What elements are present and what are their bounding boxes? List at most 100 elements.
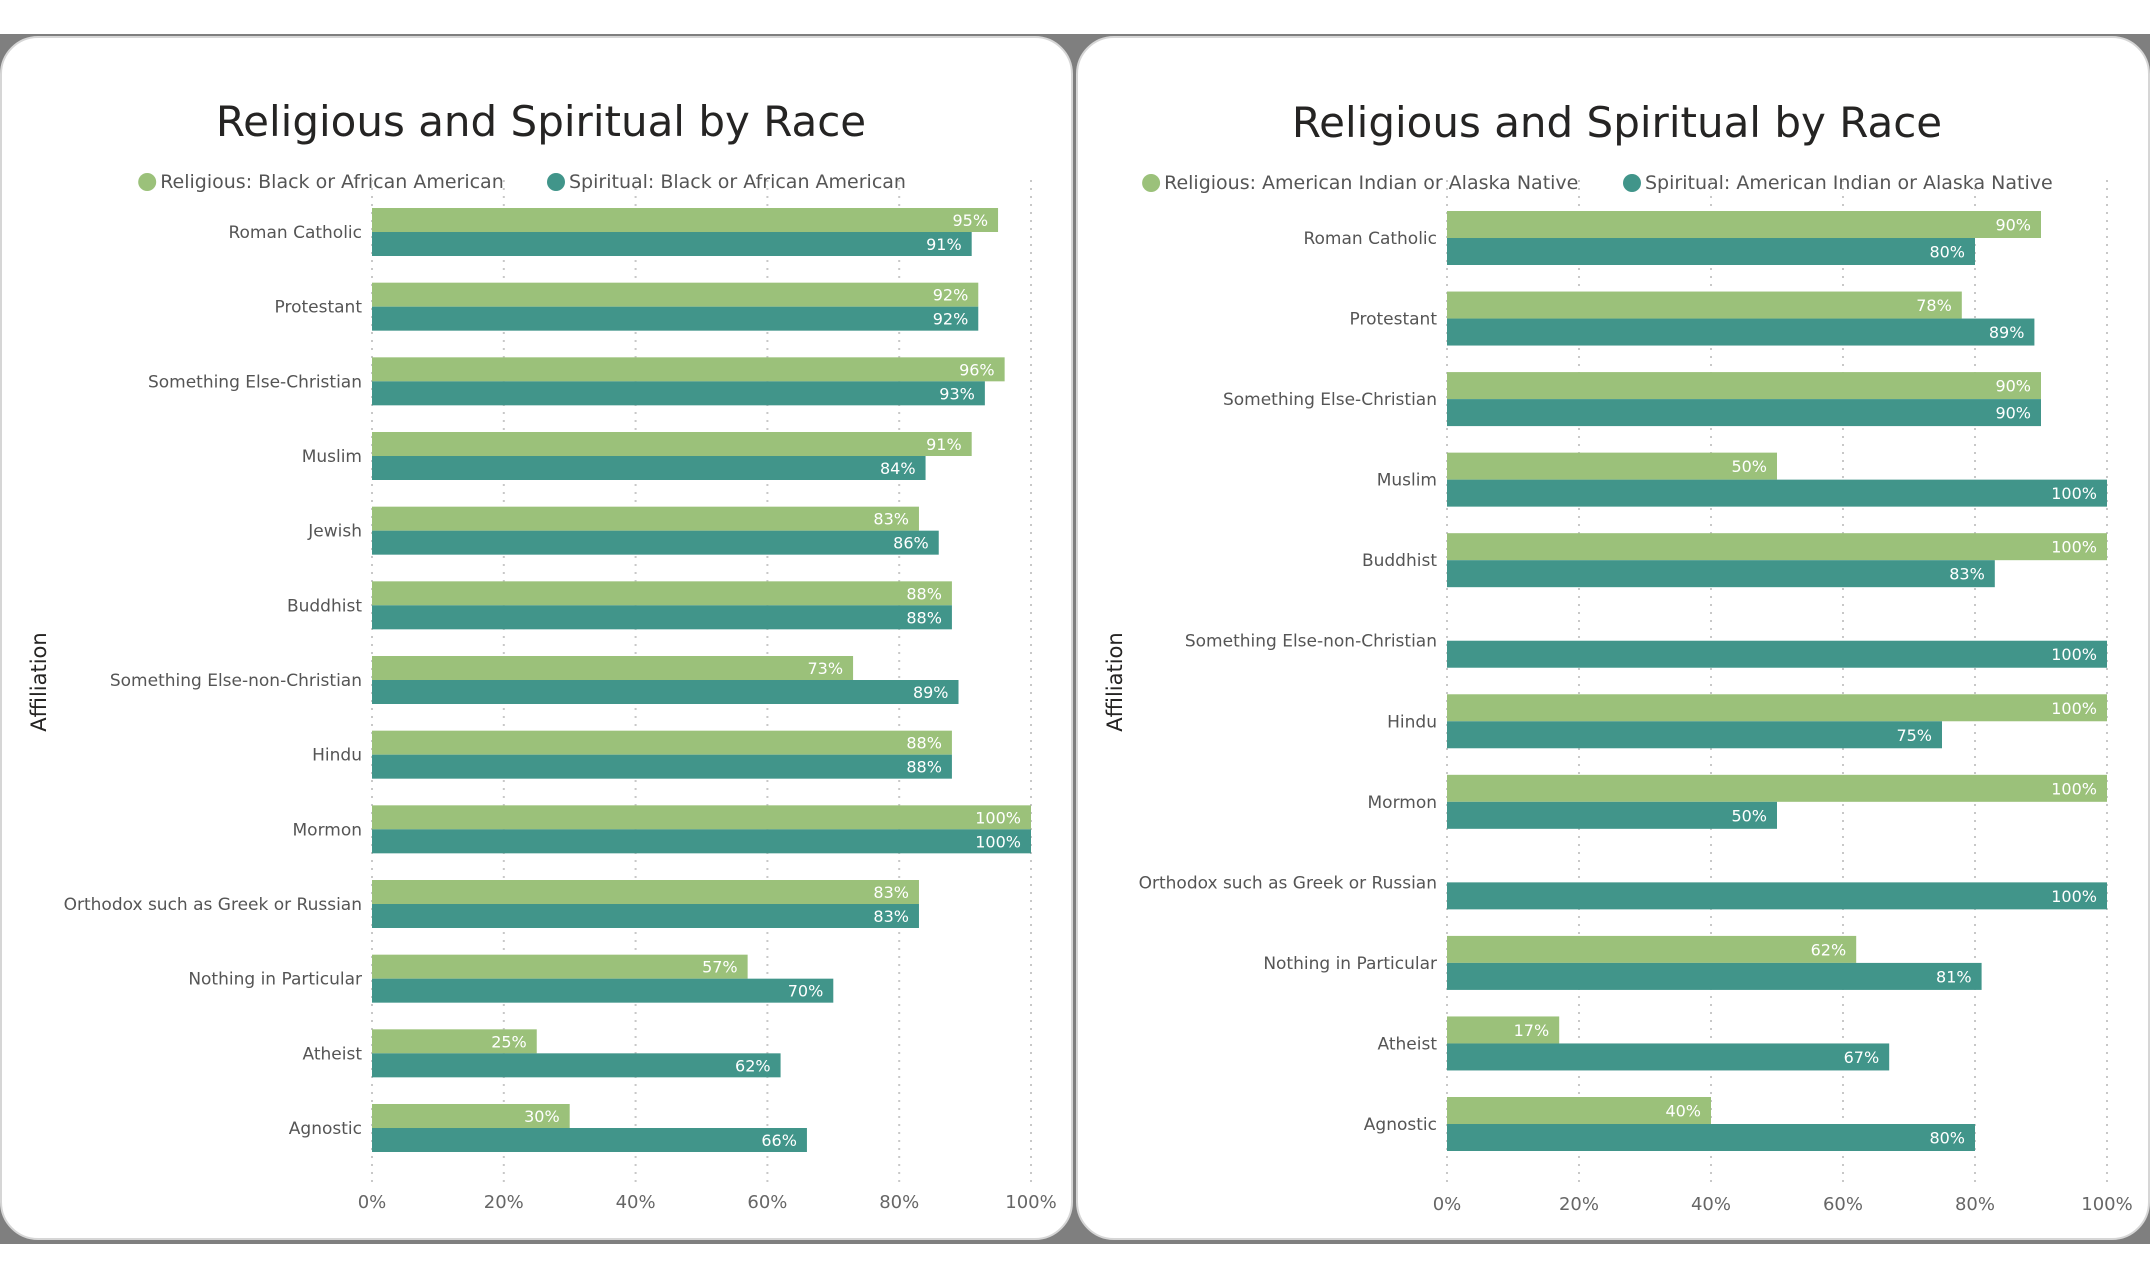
data-label-religious: 88% bbox=[906, 734, 942, 753]
bar-spiritual bbox=[1447, 882, 2107, 910]
legend-marker-spiritual bbox=[547, 173, 565, 191]
bar-religious bbox=[1447, 774, 2107, 802]
bar-spiritual bbox=[372, 1053, 781, 1078]
category-label: Orthodox such as Greek or Russian bbox=[64, 895, 362, 915]
category-label: Something Else-Christian bbox=[1223, 390, 1437, 410]
bar-religious bbox=[372, 656, 854, 680]
bar-spiritual bbox=[1447, 962, 1982, 990]
data-label-religious: 25% bbox=[491, 1032, 527, 1051]
bar-religious bbox=[1447, 291, 1962, 319]
data-label-spiritual: 80% bbox=[1929, 1129, 1965, 1148]
category-label: Roman Catholic bbox=[228, 223, 362, 243]
category-label: Atheist bbox=[1378, 1034, 1438, 1054]
category-label: Buddhist bbox=[1362, 551, 1437, 571]
legend-marker-religious bbox=[138, 173, 157, 191]
bar-spiritual bbox=[372, 829, 1031, 854]
bar-religious bbox=[372, 208, 999, 232]
chart-title: Religious and Spiritual by Race bbox=[1292, 98, 1942, 147]
bar-religious bbox=[372, 282, 979, 307]
data-label-religious: 62% bbox=[1811, 940, 1847, 959]
bar-religious bbox=[1447, 1016, 1560, 1044]
data-label-religious: 83% bbox=[873, 510, 909, 529]
category-label: Orthodox such as Greek or Russian bbox=[1139, 873, 1437, 893]
legend-label-spiritual: Spiritual: American Indian or Alaska Nat… bbox=[1645, 172, 2053, 194]
bar-spiritual bbox=[372, 306, 979, 331]
data-label-spiritual: 86% bbox=[893, 534, 929, 553]
category-label: Hindu bbox=[312, 746, 362, 766]
bar-religious bbox=[372, 880, 919, 904]
data-label-spiritual: 90% bbox=[1995, 404, 2031, 423]
chart-panel-left[interactable]: Religious and Spiritual by Race Religious… bbox=[0, 36, 1073, 1240]
data-label-spiritual: 89% bbox=[913, 683, 949, 702]
data-label-spiritual: 88% bbox=[906, 758, 942, 777]
bar-religious bbox=[372, 581, 952, 606]
data-label-spiritual: 80% bbox=[1929, 243, 1965, 262]
x-tick-label: 100% bbox=[2081, 1194, 2132, 1215]
category-label: Nothing in Particular bbox=[188, 970, 362, 990]
bar-religious bbox=[372, 954, 748, 979]
bar-spiritual bbox=[1447, 399, 2041, 427]
data-label-spiritual: 100% bbox=[2051, 645, 2097, 664]
bar-chart-right: Religious and Spiritual by Race Religious… bbox=[1103, 98, 2133, 1215]
bar-religious bbox=[1447, 452, 1777, 480]
data-label-spiritual: 50% bbox=[1731, 806, 1767, 825]
bar-religious bbox=[372, 506, 919, 531]
legend-label-religious: Religious: Black or African American bbox=[160, 171, 504, 193]
category-label: Roman Catholic bbox=[1303, 229, 1437, 249]
data-label-spiritual: 100% bbox=[2051, 484, 2097, 503]
category-label: Something Else-Christian bbox=[148, 372, 362, 392]
data-label-religious: 50% bbox=[1731, 457, 1767, 476]
bar-religious bbox=[1447, 694, 2107, 722]
data-label-spiritual: 100% bbox=[975, 832, 1021, 851]
chart-panel-right[interactable]: Religious and Spiritual by Race Religious… bbox=[1076, 36, 2150, 1240]
legend: Religious: Black or African American Spir… bbox=[138, 171, 906, 193]
bar-religious bbox=[1447, 372, 2041, 400]
bar-spiritual bbox=[372, 381, 985, 406]
bar-spiritual bbox=[372, 978, 834, 1003]
data-label-spiritual: 81% bbox=[1936, 967, 1972, 986]
bar-spiritual bbox=[1447, 318, 2035, 346]
data-label-religious: 91% bbox=[926, 435, 962, 454]
x-tick-label: 60% bbox=[1823, 1194, 1863, 1215]
x-tick-label: 80% bbox=[1955, 1194, 1995, 1215]
bar-religious bbox=[1447, 211, 2041, 238]
category-label: Agnostic bbox=[1364, 1115, 1437, 1135]
category-label: Something Else-non-Christian bbox=[1185, 632, 1437, 652]
category-label: Hindu bbox=[1387, 712, 1437, 732]
bar-religious bbox=[372, 730, 952, 755]
legend-marker-spiritual bbox=[1623, 174, 1641, 192]
bar-spiritual bbox=[1447, 1043, 1890, 1071]
bar-spiritual bbox=[1447, 1124, 1975, 1151]
bar-religious bbox=[1447, 533, 2107, 561]
bar-religious bbox=[1447, 935, 1857, 963]
bar-spiritual bbox=[372, 1128, 807, 1152]
legend-marker-religious bbox=[1142, 174, 1161, 192]
category-label: Atheist bbox=[303, 1044, 363, 1064]
data-label-spiritual: 89% bbox=[1989, 323, 2025, 342]
x-tick-label: 80% bbox=[879, 1192, 919, 1213]
data-label-religious: 78% bbox=[1916, 296, 1952, 315]
data-label-spiritual: 100% bbox=[2051, 887, 2097, 906]
data-label-religious: 100% bbox=[2051, 699, 2097, 718]
category-label: Something Else-non-Christian bbox=[110, 671, 362, 691]
data-label-religious: 90% bbox=[1995, 216, 2031, 235]
bar-spiritual bbox=[372, 232, 972, 256]
category-label: Mormon bbox=[293, 820, 363, 840]
category-label: Muslim bbox=[1377, 471, 1437, 491]
bar-spiritual bbox=[372, 754, 952, 779]
bar-spiritual bbox=[372, 904, 919, 928]
category-label: Buddhist bbox=[287, 596, 362, 616]
data-label-spiritual: 70% bbox=[788, 982, 824, 1001]
bar-spiritual bbox=[1447, 238, 1975, 265]
bar-religious bbox=[1447, 1097, 1711, 1124]
category-label: Nothing in Particular bbox=[1263, 954, 1437, 974]
bar-spiritual bbox=[1447, 479, 2107, 507]
data-label-spiritual: 92% bbox=[933, 310, 969, 329]
legend-label-spiritual: Spiritual: Black or African American bbox=[569, 171, 906, 193]
data-label-spiritual: 66% bbox=[761, 1131, 797, 1150]
data-label-religious: 88% bbox=[906, 584, 942, 603]
x-tick-label: 100% bbox=[1005, 1192, 1056, 1213]
data-label-religious: 83% bbox=[873, 883, 909, 902]
data-label-religious: 73% bbox=[808, 659, 844, 678]
data-label-spiritual: 91% bbox=[926, 235, 962, 254]
